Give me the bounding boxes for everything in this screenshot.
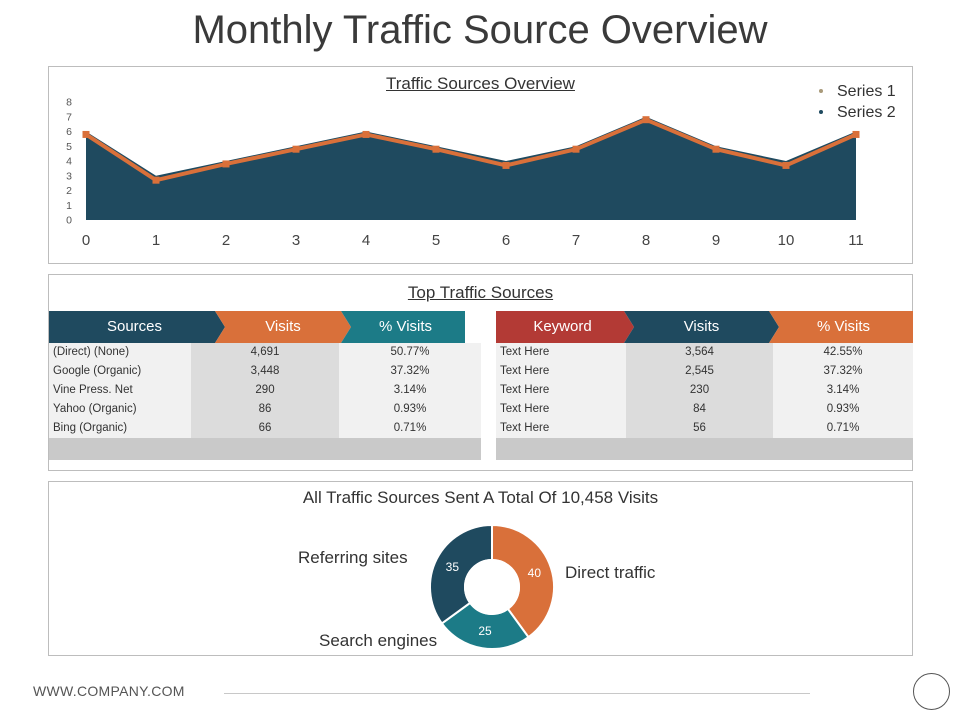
pie-value-label: 25 xyxy=(478,624,492,638)
table-cell: 0.93% xyxy=(826,403,860,415)
series-2-point xyxy=(712,145,720,153)
table-cell: Text Here xyxy=(500,365,550,377)
series-2-point xyxy=(292,145,300,153)
table-cell: 2,545 xyxy=(685,365,714,377)
traffic-overview-title: Traffic Sources Overview xyxy=(386,74,575,93)
table-cell: Text Here xyxy=(500,422,550,434)
x-tick-label: 11 xyxy=(848,232,864,249)
page-title: Monthly Traffic Source Overview xyxy=(192,8,768,52)
total-visits-title: All Traffic Sources Sent A Total Of 10,4… xyxy=(302,488,659,507)
table-cell: Vine Press. Net xyxy=(53,384,133,396)
traffic-overview-panel: Traffic Sources Overview 0 1 2 3 4 5 6 7 8 0 1 2 3 4 5… xyxy=(48,66,913,264)
series-1-area xyxy=(86,116,856,220)
footer-circle-icon xyxy=(913,673,950,710)
legend-marker xyxy=(819,110,823,114)
top-traffic-sources-title: Top Traffic Sources xyxy=(407,283,554,302)
table-cell: 0.93% xyxy=(393,403,427,415)
y-tick-label: 2 xyxy=(66,185,72,197)
y-tick-label: 1 xyxy=(66,200,72,212)
traffic-pie-chart: 40 25 35 xyxy=(429,523,555,650)
table-cell: Bing (Organic) xyxy=(53,422,128,434)
series-2-point xyxy=(642,116,650,124)
pie-label-referring-sites: Referring sites xyxy=(298,548,408,567)
table-cell: (Direct) (None) xyxy=(53,346,130,358)
series-2-point xyxy=(82,130,90,138)
table-cell: 4,691 xyxy=(250,346,280,358)
legend-entry: Series 1 xyxy=(837,83,896,100)
legend-entry: Series 2 xyxy=(837,104,896,121)
pie-inner-ring xyxy=(464,559,520,615)
y-tick-label: 4 xyxy=(66,156,72,168)
x-tick-label: 3 xyxy=(292,232,300,249)
y-tick-label: 8 xyxy=(66,97,72,109)
table-cell: 290 xyxy=(255,384,275,396)
table-cell: 3,448 xyxy=(250,365,280,377)
x-tick-label: 0 xyxy=(82,232,90,249)
table-cell: 37.32% xyxy=(390,365,430,377)
x-tick-label: 5 xyxy=(432,232,440,249)
table-cell: 3.14% xyxy=(826,384,860,396)
series-2-point xyxy=(852,130,860,138)
header-pct-visits: % Visits xyxy=(816,318,871,335)
top-traffic-sources-panel: Top Traffic Sources Sources Visits % Vis… xyxy=(48,274,913,471)
table-cell: 37.32% xyxy=(823,365,863,377)
x-tick-label: 10 xyxy=(778,232,795,249)
table-cell: 56 xyxy=(693,422,706,434)
header-pct-visits: % Visits xyxy=(378,318,433,335)
x-tick-label: 1 xyxy=(152,232,160,249)
x-tick-label: 4 xyxy=(362,232,370,249)
legend-marker xyxy=(819,89,823,93)
series-2-point xyxy=(782,161,790,169)
table-cell: 0.71% xyxy=(393,422,427,434)
series-2-point xyxy=(502,161,510,169)
y-tick-label: 5 xyxy=(66,141,72,153)
traffic-overview-chart: 0 1 2 3 4 5 6 7 8 0 1 2 3 4 5 6 7 8 9 10 11 Series 1 Series 2 xyxy=(66,83,896,249)
table-cell: Text Here xyxy=(500,384,550,396)
x-tick-label: 8 xyxy=(642,232,650,249)
series-2-point xyxy=(222,160,230,168)
header-visits: Visits xyxy=(265,318,301,335)
series-2-point xyxy=(362,130,370,138)
table-cell: 3,564 xyxy=(685,346,714,358)
table-cell: 66 xyxy=(258,422,272,434)
y-tick-label: 6 xyxy=(66,126,72,138)
pie-value-label: 40 xyxy=(528,566,542,580)
header-visits: Visits xyxy=(683,318,720,335)
keywords-table: Keyword Visits % Visits Text Here 3,564 42… xyxy=(496,311,913,461)
table-cell: 230 xyxy=(689,384,710,396)
y-tick-label: 3 xyxy=(66,170,72,182)
table-cell: Text Here xyxy=(500,346,550,358)
pie-label-search-engines: Search engines xyxy=(319,631,438,650)
table-cell: Yahoo (Organic) xyxy=(53,403,137,415)
series-2-point xyxy=(152,176,160,184)
header-sources: Sources xyxy=(106,318,163,335)
sources-table: Sources Visits % Visits (Direct) (None) 4… xyxy=(49,311,481,461)
sources-table-header-bg xyxy=(49,311,465,343)
pie-label-direct-traffic: Direct traffic xyxy=(565,563,656,582)
x-tick-label: 9 xyxy=(712,232,720,249)
table-cell: 42.55% xyxy=(823,346,863,358)
series-2-point xyxy=(432,145,440,153)
table-cell: Google (Organic) xyxy=(53,365,142,377)
series-2-point xyxy=(572,145,580,153)
x-tick-label: 6 xyxy=(502,232,510,249)
pie-value-label: 35 xyxy=(446,560,460,574)
series-2-line xyxy=(84,117,857,183)
x-tick-label: 2 xyxy=(222,232,230,249)
footer-divider xyxy=(224,693,810,694)
table-cell: 0.71% xyxy=(826,422,860,434)
table-cell: 3.14% xyxy=(393,384,427,396)
table-cell: 84 xyxy=(693,403,706,415)
y-tick-label: 7 xyxy=(66,111,72,123)
pie-slice xyxy=(429,523,493,625)
table-cell: 86 xyxy=(258,403,272,415)
keywords-table-header-bg xyxy=(496,311,913,343)
table-cell: Text Here xyxy=(500,403,550,415)
table-cell: 50.77% xyxy=(390,346,430,358)
total-visits-panel: All Traffic Sources Sent A Total Of 10,4… xyxy=(48,481,913,656)
header-keyword: Keyword xyxy=(533,318,592,335)
y-tick-label: 0 xyxy=(66,215,72,227)
footer-url: WWW.COMPANY.COM xyxy=(33,683,185,699)
x-tick-label: 7 xyxy=(572,232,580,249)
